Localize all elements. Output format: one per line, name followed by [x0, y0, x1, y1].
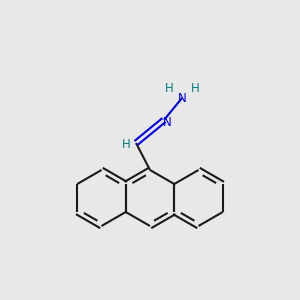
Text: N: N [178, 92, 186, 104]
Text: N: N [163, 116, 171, 130]
Text: H: H [190, 82, 200, 94]
Text: H: H [122, 139, 130, 152]
Text: H: H [165, 82, 173, 94]
